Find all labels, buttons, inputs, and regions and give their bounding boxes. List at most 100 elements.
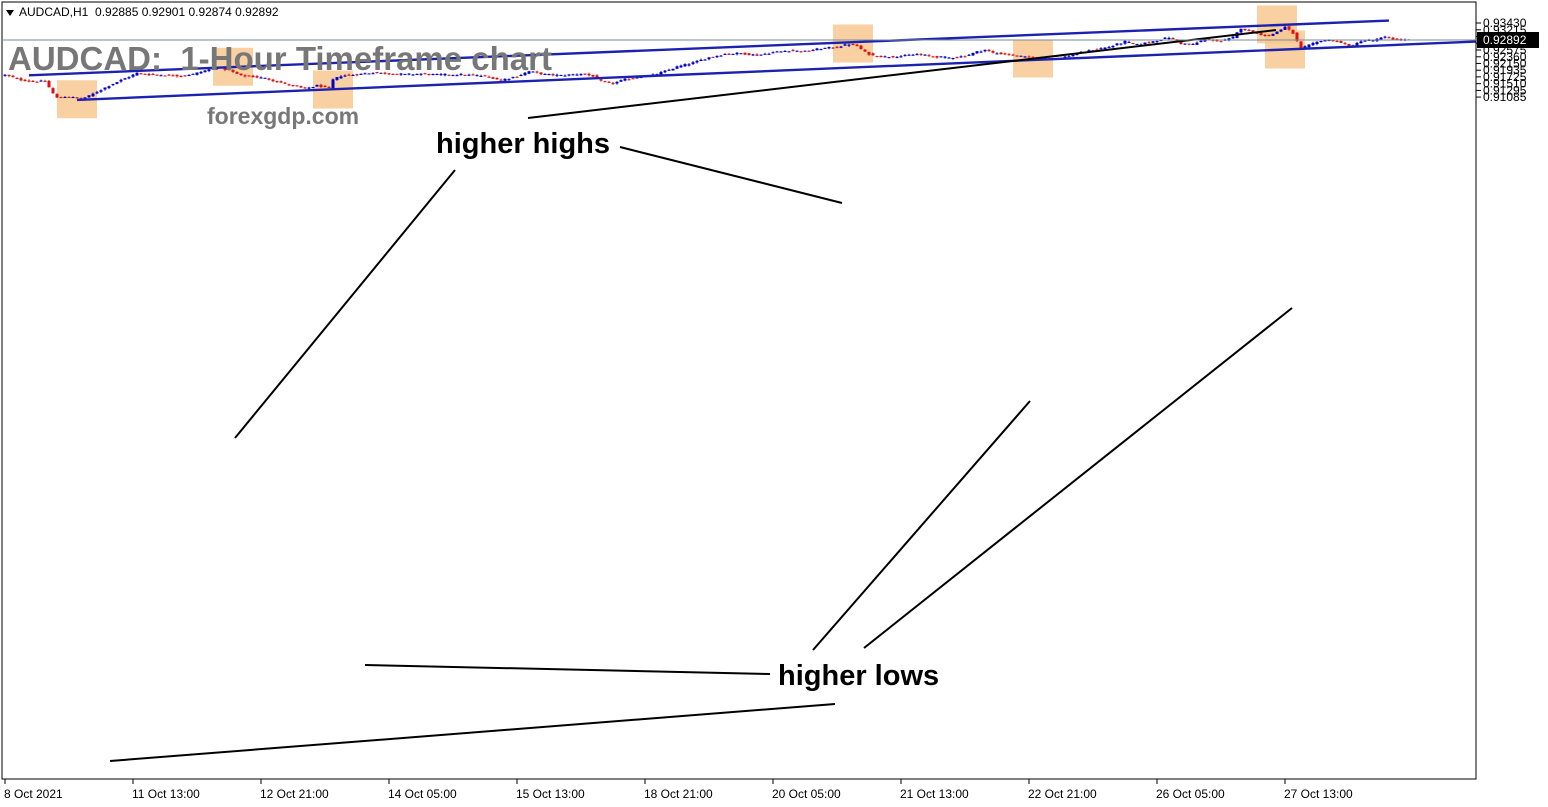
candle	[303, 86, 307, 89]
candle-body	[235, 71, 239, 74]
candle	[443, 73, 447, 77]
candle	[539, 72, 543, 76]
candle-body	[103, 87, 107, 90]
candle-body	[307, 87, 311, 89]
candle	[363, 72, 367, 75]
candle-body	[579, 74, 583, 76]
candle	[87, 95, 91, 99]
dropdown-triangle-icon[interactable]	[6, 9, 14, 16]
candle	[455, 74, 459, 77]
candle-body	[1219, 41, 1223, 43]
candle	[1387, 36, 1391, 39]
candle	[263, 77, 267, 79]
candle	[1171, 37, 1175, 40]
candle-body	[727, 53, 731, 55]
candle-body	[271, 79, 275, 82]
candle	[707, 57, 711, 61]
candle-body	[243, 75, 247, 77]
candle-body	[1327, 40, 1331, 42]
candle	[159, 74, 163, 77]
candle-body	[115, 82, 119, 84]
candle	[1275, 31, 1279, 35]
chart-title: AUDCAD: 1-Hour Timeframe chart	[8, 40, 552, 77]
candle	[663, 69, 667, 74]
candle-body	[351, 75, 355, 77]
x-tick-label: 12 Oct 21:00	[260, 787, 329, 801]
candle	[1343, 41, 1347, 45]
candle-body	[551, 74, 555, 76]
candle	[1067, 55, 1071, 58]
candle	[103, 87, 107, 91]
candle	[435, 73, 439, 76]
candle	[7, 74, 11, 78]
candle	[943, 55, 947, 59]
candle-body	[1291, 29, 1295, 34]
candle	[671, 68, 675, 71]
candle-body	[1383, 36, 1387, 38]
candle	[739, 53, 743, 55]
candle-body	[883, 56, 887, 58]
candle-body	[719, 55, 723, 57]
candle-body	[247, 75, 251, 77]
candle-body	[979, 51, 983, 53]
candle	[851, 43, 855, 46]
candle	[243, 74, 247, 78]
candle-body	[451, 74, 455, 76]
x-tick-label: 20 Oct 05:00	[772, 787, 841, 801]
candle	[479, 74, 483, 77]
candle	[383, 71, 387, 75]
candle-body	[1303, 46, 1307, 49]
candle	[1003, 52, 1007, 56]
candle-body	[1395, 38, 1399, 40]
candle-body	[591, 75, 595, 77]
candle-body	[1267, 35, 1271, 37]
candle-body	[1195, 42, 1199, 45]
plot-border	[1, 1, 1477, 780]
candle	[931, 55, 935, 58]
candle	[291, 84, 295, 87]
candle	[955, 56, 959, 59]
candle	[1095, 48, 1099, 51]
time-axis: 8 Oct 2021 11 Oct 13:00 12 Oct 21:00 14 Oct…	[4, 779, 1353, 801]
candle	[863, 49, 867, 52]
current-price-label: 0.92892	[1483, 33, 1527, 47]
candle-body	[1379, 37, 1383, 40]
candle-body	[291, 85, 295, 87]
candle-body	[1135, 43, 1139, 45]
candle-body	[851, 43, 855, 45]
candle-body	[1011, 54, 1015, 56]
candle-body	[587, 73, 591, 76]
candle	[1163, 36, 1167, 39]
y-tick-label: 0.91725	[1483, 70, 1527, 84]
candle-body	[595, 75, 599, 78]
candle	[327, 86, 331, 88]
candle	[627, 78, 631, 81]
candle	[255, 75, 259, 79]
candle	[1295, 32, 1299, 42]
candle-body	[539, 72, 543, 75]
candle	[751, 53, 755, 56]
candle	[251, 74, 255, 78]
candle-body	[1067, 56, 1071, 58]
candle-body	[151, 73, 155, 75]
candle-body	[1387, 37, 1391, 39]
candle-body	[635, 77, 639, 79]
candle-body	[1275, 31, 1279, 34]
candle	[1151, 41, 1155, 43]
candle-body	[1307, 44, 1311, 48]
candle-body	[755, 54, 759, 56]
candle-body	[919, 54, 923, 56]
candle	[1183, 43, 1187, 45]
candle-body	[1207, 38, 1211, 40]
candle-body	[983, 49, 987, 52]
x-tick-label: 14 Oct 05:00	[388, 787, 457, 801]
candle	[607, 80, 611, 83]
candle	[895, 56, 899, 59]
candle	[231, 69, 235, 73]
candle	[359, 73, 363, 75]
candle	[1383, 35, 1387, 39]
candle	[839, 46, 843, 49]
candle	[239, 73, 243, 76]
candle-body	[767, 53, 771, 55]
candle	[191, 73, 195, 75]
